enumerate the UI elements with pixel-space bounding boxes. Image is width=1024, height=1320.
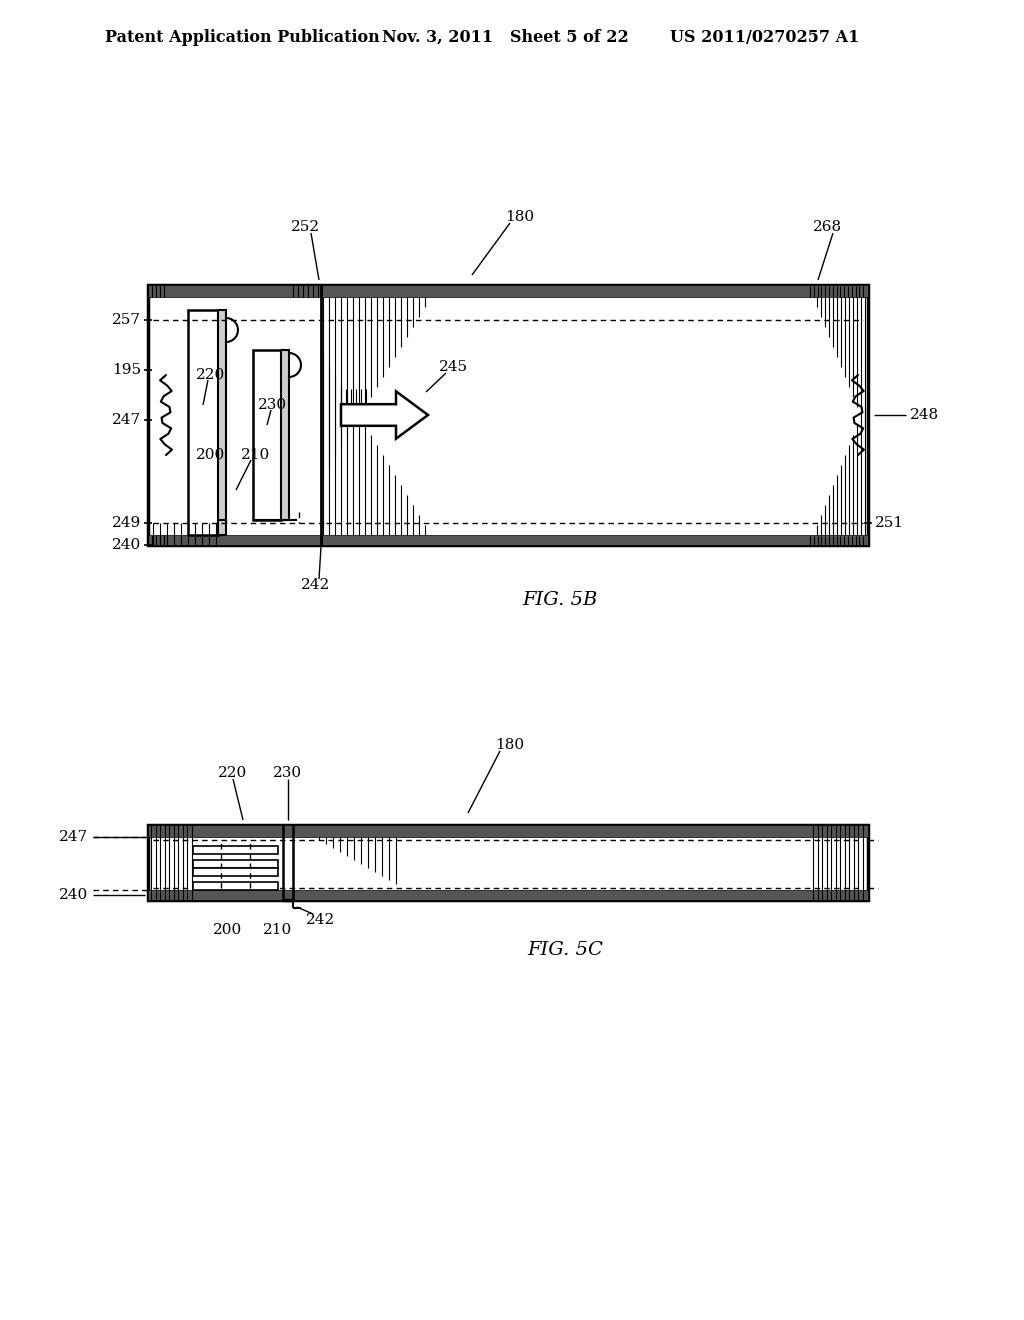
Polygon shape [341,391,428,438]
Text: 200: 200 [213,923,243,937]
Text: 210: 210 [242,447,270,462]
Bar [193,846,278,854]
Text: 210: 210 [263,923,293,937]
Text: FIG. 5C: FIG. 5C [527,941,603,960]
Text: Sheet 5 of 22: Sheet 5 of 22 [510,29,629,45]
Text: Nov. 3, 2011: Nov. 3, 2011 [382,29,494,45]
Text: 230: 230 [258,399,287,412]
Text: 242: 242 [301,578,331,591]
Bar [148,825,868,837]
Bar [193,882,278,890]
Text: FIG. 5B: FIG. 5B [522,591,598,609]
Text: 247: 247 [112,413,141,426]
Text: 252: 252 [292,220,321,234]
Bar [148,285,868,297]
Bar [148,535,868,545]
Text: 180: 180 [506,210,535,224]
Bar [218,310,226,535]
Bar [281,350,289,520]
Bar [253,350,281,520]
Text: 195: 195 [112,363,141,378]
Bar [148,825,868,900]
Text: 248: 248 [910,408,939,422]
Text: US 2011/0270257 A1: US 2011/0270257 A1 [670,29,859,45]
Text: 257: 257 [112,313,141,327]
Text: 249: 249 [112,516,141,531]
Bar [148,285,868,545]
Text: 251: 251 [874,516,904,531]
Text: 242: 242 [306,913,336,927]
Text: 220: 220 [218,766,248,780]
Text: 240: 240 [112,539,141,552]
Text: 247: 247 [58,830,88,843]
Text: 245: 245 [438,360,468,374]
Text: 230: 230 [273,766,302,780]
Bar [193,869,278,876]
Text: 240: 240 [58,888,88,902]
Bar [188,310,218,535]
Text: 180: 180 [496,738,524,752]
Text: 200: 200 [196,447,225,462]
Bar [148,890,868,900]
Text: 268: 268 [813,220,843,234]
Bar [193,861,278,869]
Text: Patent Application Publication: Patent Application Publication [105,29,380,45]
Text: 220: 220 [196,368,225,381]
